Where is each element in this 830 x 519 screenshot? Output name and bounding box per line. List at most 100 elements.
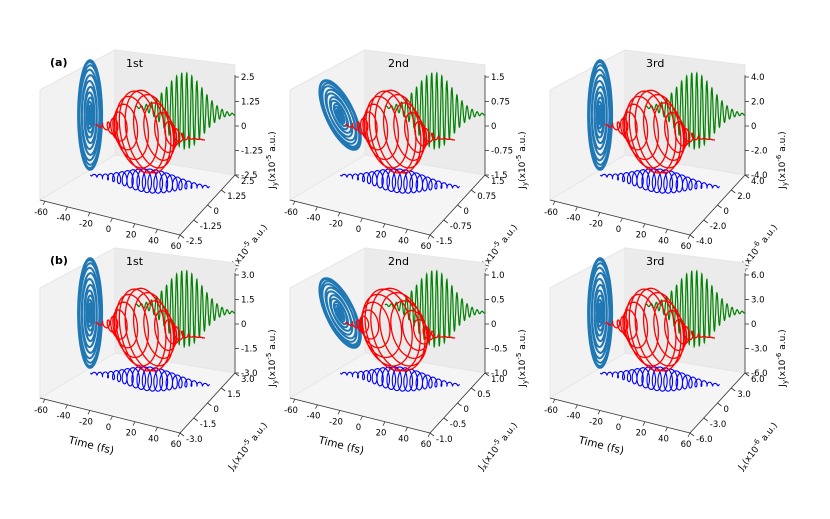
time-tick (65, 206, 68, 211)
time-tick-label: 40 (148, 236, 159, 246)
jx-tick-label: 0.75 (477, 192, 496, 202)
jx-tick (179, 234, 185, 239)
jx-tick (193, 219, 198, 224)
time-tick-label: 60 (421, 242, 432, 252)
time-tick (552, 200, 556, 206)
series-blue-spiral (318, 79, 362, 151)
time-tick-label: 0 (106, 423, 111, 433)
time-tick (597, 410, 601, 415)
time-axis-line (549, 199, 691, 236)
time-tick-label: 0 (616, 225, 621, 235)
jy-tick-label: 0 (241, 122, 246, 132)
jy-tick-label: 0.75 (491, 98, 510, 108)
time-tick (110, 217, 113, 223)
time-tick (177, 234, 181, 240)
time-tick (315, 404, 318, 409)
time-tick (42, 200, 46, 206)
series-red-3d (345, 89, 455, 174)
jy-axis-label: Jy(x10-5 a.u.) (265, 329, 279, 387)
jx-tick (717, 402, 722, 407)
series-blue-spiral (77, 257, 104, 369)
time-tick-label: 20 (126, 231, 137, 241)
jx-tick (471, 189, 476, 194)
time-tick-label: -40 (307, 412, 321, 422)
time-tick (620, 415, 623, 421)
time-tick (132, 421, 136, 426)
series-green-jy (134, 269, 235, 349)
jx-tick-label: -0.75 (450, 222, 472, 232)
time-tick (292, 200, 296, 206)
time-tick-label: -60 (284, 406, 298, 416)
time-tick-label: 0 (616, 423, 621, 433)
time-tick-label: -20 (589, 417, 603, 427)
time-tick-label: -40 (57, 412, 71, 422)
jx-tick (689, 234, 695, 239)
jx-axis-label: Jx(x10-5 a.u.) (474, 419, 521, 474)
jy-tick-label: 1.0 (491, 271, 505, 281)
time-axis-label: Time (fs) (576, 434, 625, 457)
time-tick-label: 60 (171, 440, 182, 450)
jx-axis-label: Jx(x10-6 a.u.) (734, 419, 781, 474)
jx-tick-label: -1.25 (200, 222, 222, 232)
time-tick (315, 206, 318, 211)
series-red-3d (95, 287, 205, 372)
time-tick (642, 223, 646, 228)
jy-tick-label: -3.0 (751, 345, 768, 355)
jx-tick-label: -2.0 (710, 222, 727, 232)
jx-tick-label: -4.0 (696, 237, 713, 247)
time-tick-label: -60 (544, 406, 558, 416)
time-tick (405, 229, 408, 234)
jx-tick (443, 417, 448, 422)
time-axis-line (39, 199, 181, 236)
jx-tick (457, 204, 462, 209)
jy-axis-label: Jy(x10-6 a.u.) (775, 329, 789, 387)
time-tick-label: -20 (329, 417, 343, 427)
time-tick-label: 0 (106, 225, 111, 235)
jx-tick (457, 402, 462, 407)
time-tick-label: 60 (421, 440, 432, 450)
series-blue-jx (600, 168, 720, 194)
jx-tick-label: 3.0 (737, 390, 751, 400)
time-tick-label: -20 (79, 219, 93, 229)
series-green-jy (644, 269, 745, 349)
time-tick (575, 404, 578, 409)
time-tick (110, 415, 113, 421)
jx-tick-label: -1.5 (436, 237, 453, 247)
time-tick (665, 229, 668, 234)
jy-tick-label: 2.5 (241, 73, 255, 83)
time-tick (597, 212, 601, 217)
time-tick (620, 217, 623, 223)
time-tick (177, 432, 181, 438)
jx-tick-label: 0 (214, 207, 219, 217)
jy-tick-label: -1.5 (241, 345, 258, 355)
jy-tick-label: 0 (751, 122, 756, 132)
jx-tick (703, 417, 708, 422)
row-label-b: (b) (50, 254, 68, 267)
jx-tick-label: 0 (214, 405, 219, 415)
jx-tick (429, 234, 435, 239)
time-tick (427, 432, 431, 438)
time-tick (405, 427, 408, 432)
panels: 1st 2.5 1.25 0 -1.25 -2.5 Jy(x10-5 a.u.) 2.5 1.2… (34, 49, 789, 474)
jx-tick-label: 0.5 (477, 390, 491, 400)
jy-axis-label: Jy(x10-5 a.u.) (515, 131, 529, 189)
jy-tick-label: 0 (751, 320, 756, 330)
jy-tick-label: 3.0 (751, 296, 765, 306)
jx-tick-label: -1.0 (436, 435, 453, 445)
jx-tick (484, 174, 490, 179)
time-tick-label: 40 (658, 236, 669, 246)
jy-tick-label: 0 (491, 122, 496, 132)
panel-title: 2nd (388, 255, 409, 268)
panel-1: 1st 2.5 1.25 0 -1.25 -2.5 Jy(x10-5 a.u.) 2.5 1.2… (34, 49, 279, 275)
panel-2: 2nd 1.5 0.75 0 -0.75 -1.5 Jy(x10-5 a.u.) 1.5 0.7… (284, 49, 529, 275)
jy-tick-label: 0 (241, 320, 246, 330)
series-blue-jx (90, 168, 210, 194)
panel-title: 1st (126, 255, 144, 268)
jx-tick-label: -6.0 (696, 435, 713, 445)
series-blue-jx (340, 366, 460, 392)
time-axis-line (549, 397, 691, 434)
series-green-jy (384, 269, 485, 349)
